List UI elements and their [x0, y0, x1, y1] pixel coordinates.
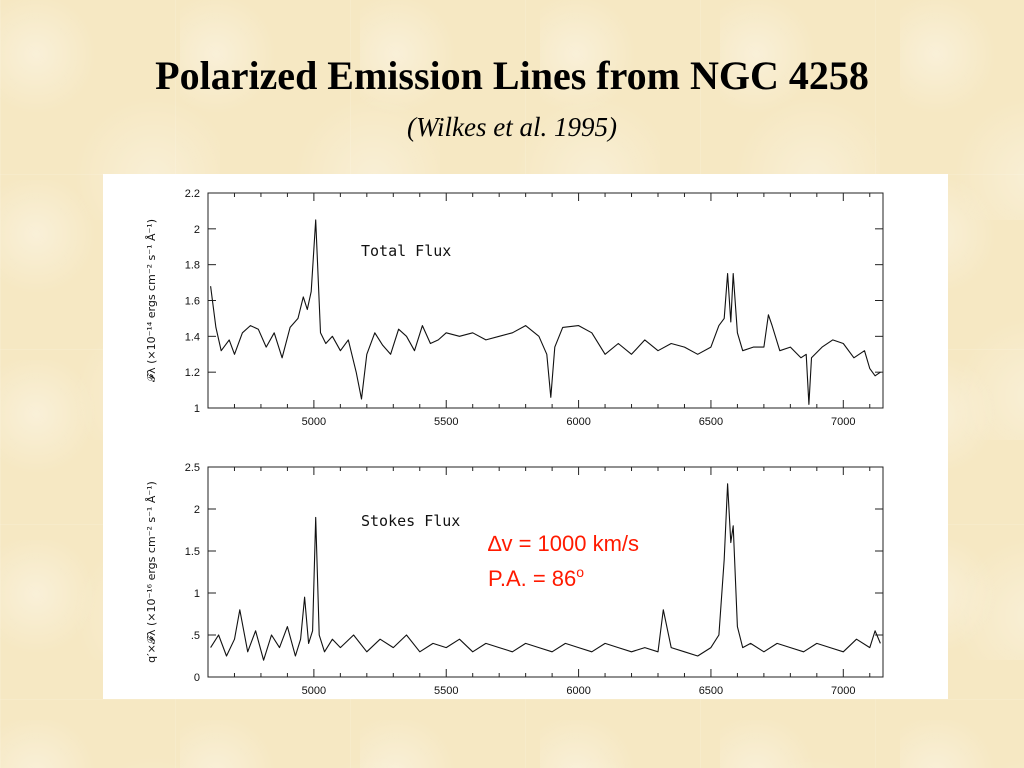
spectrum-chart: 5000 5500 6000 6500 7000 1 1.2 1.4 1.6 1.8 2 2.2 𝓕λ … — [145, 188, 884, 697]
stokes-flux-series-line — [210, 483, 881, 661]
y-tick-label: 1 — [194, 588, 200, 600]
y-tick-label: 1.6 — [185, 296, 200, 308]
x-tick-label: 6000 — [566, 685, 590, 697]
delta-symbol: ∆ — [488, 531, 502, 556]
pa-text: P.A. = 86 — [488, 566, 577, 591]
x-tick-label: 7000 — [831, 416, 855, 428]
x-tick-label: 6000 — [566, 416, 590, 428]
velocity-annotation: ∆v = 1000 km/s — [488, 530, 639, 558]
position-angle-annotation: P.A. = 86o — [488, 558, 639, 593]
total-flux-series-line — [210, 219, 881, 405]
y-tick-label: 2.2 — [185, 188, 200, 200]
y-tick-label: 2.5 — [185, 462, 200, 474]
x-tick-label: 7000 — [831, 685, 855, 697]
y-tick-label: .5 — [191, 630, 200, 642]
annotation: ∆v = 1000 km/s P.A. = 86o — [488, 530, 639, 593]
total-flux-panel-label: Total Flux — [361, 242, 451, 260]
stokes-flux-panel: 5000 5500 6000 6500 7000 0 .5 1 1.5 2 2.5 q′×𝓕λ (×1… — [145, 462, 884, 697]
x-tick-label: 6500 — [699, 416, 723, 428]
degree-superscript: o — [576, 564, 585, 580]
y-tick-label: 1.2 — [185, 367, 200, 379]
x-tick-label: 6500 — [699, 685, 723, 697]
x-tick-label: 5500 — [434, 416, 458, 428]
slide-subtitle: (Wilkes et al. 1995) — [407, 112, 617, 142]
y-tick-label: 2 — [194, 504, 200, 516]
slide-title: Polarized Emission Lines from NGC 4258 — [155, 53, 869, 98]
stokes-flux-panel-label: Stokes Flux — [361, 512, 460, 530]
y-tick-label: 1.8 — [185, 260, 200, 272]
total-flux-y-axis-label: 𝓕λ (×10⁻¹⁴ ergs cm⁻² s⁻¹ Å⁻¹) — [145, 219, 158, 382]
x-tick-label: 5000 — [302, 685, 326, 697]
y-tick-label: 1.4 — [185, 331, 200, 343]
stokes-flux-frame — [207, 466, 884, 678]
x-tick-label: 5000 — [302, 416, 326, 428]
stokes-flux-y-axis-label: q′×𝓕λ (×10⁻¹⁶ ergs cm⁻² s⁻¹ Å⁻¹) — [145, 481, 158, 663]
y-tick-label: 1 — [194, 403, 200, 415]
total-flux-panel: 5000 5500 6000 6500 7000 1 1.2 1.4 1.6 1.8 2 2.2 𝓕λ … — [145, 188, 884, 428]
y-tick-label: 0 — [194, 672, 200, 684]
y-tick-label: 1.5 — [185, 546, 200, 558]
x-tick-label: 5500 — [434, 685, 458, 697]
spectrum-figure: 5000 5500 6000 6500 7000 1 1.2 1.4 1.6 1.8 2 2.2 𝓕λ … — [103, 174, 948, 699]
y-tick-label: 2 — [194, 224, 200, 236]
velocity-text: v = 1000 km/s — [501, 531, 640, 556]
